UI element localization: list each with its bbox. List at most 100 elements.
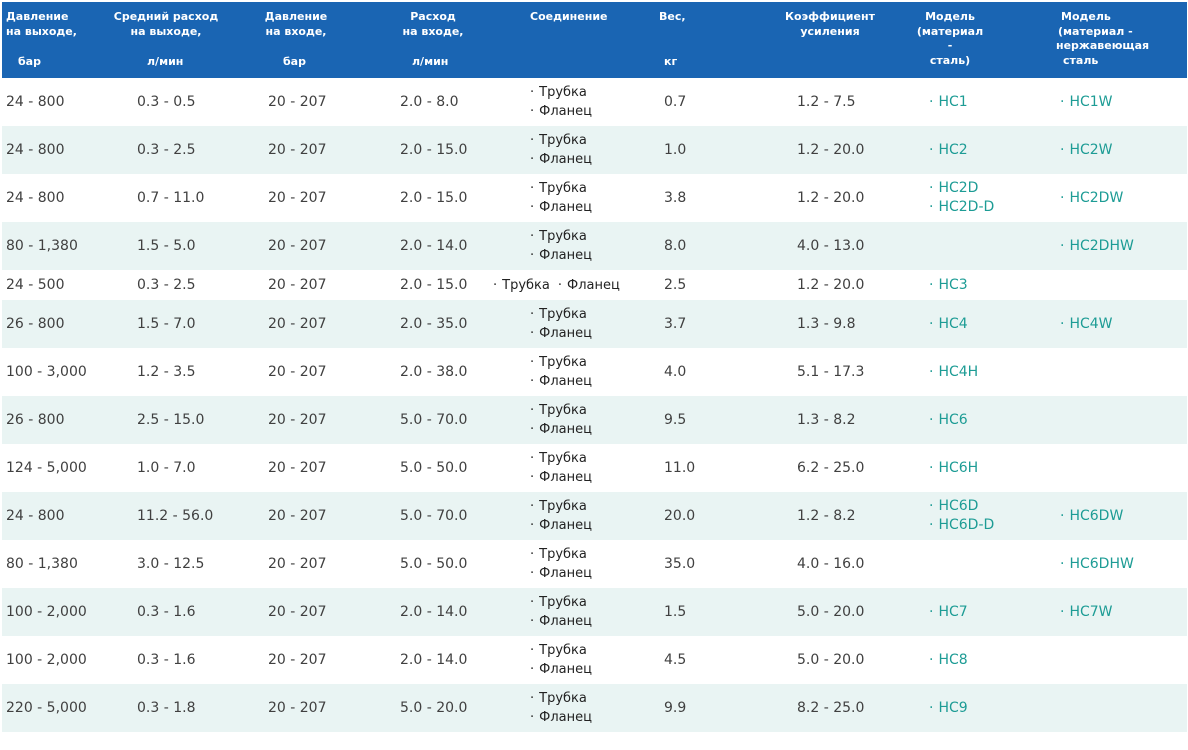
cell-model-steel: · HC6 [929,396,968,444]
model-link-hc4h[interactable]: · HC4H [929,363,978,382]
model-label: HC7 [938,603,968,620]
bullet-icon: · [929,199,934,215]
model-link-hc2[interactable]: · HC2 [929,141,968,160]
cell-in-pressure: 20 - 207 [268,556,327,572]
model-link-hc6h[interactable]: · HC6H [929,459,978,478]
cell-model-steel: · HC8 [929,636,968,684]
cell-out-pressure: 24 - 800 [6,142,65,158]
cell-model-stainless: · HC7W [1060,588,1113,636]
connection-label: Фланец [539,200,592,215]
header-in-pressure-line2: на входе, [265,24,327,38]
cell-model-stainless: · HC6DW [1060,492,1123,540]
model-link-hc1[interactable]: · HC1 [929,93,968,112]
cell-avg-flow: 0.7 - 11.0 [137,190,205,206]
bullet-icon: · [929,498,934,514]
cell-gain: 1.2 - 20.0 [797,190,865,206]
connection-label: Трубка [539,307,587,322]
cell-connection: · Трубка · Фланец [530,348,592,396]
cell-in-pressure: 20 - 207 [268,277,327,293]
cell-model-stainless: · HC4W [1060,300,1113,348]
cell-in-pressure: 20 - 207 [268,508,327,524]
cell-connection: · Трубка · Фланец [530,588,592,636]
cell-in-flow: 5.0 - 70.0 [400,412,468,428]
connection-label: Трубка [539,85,587,100]
table-body: 24 - 800 0.3 - 0.5 20 - 207 2.0 - 8.0 · Трубк… [2,78,1187,732]
model-link-hc3[interactable]: · HC3 [929,276,968,295]
connection-label: Фланец [567,277,620,293]
bullet-icon: · [929,459,934,476]
bullet-icon: · [1060,189,1065,206]
header-avg-flow-line2: на выходе, [130,24,202,38]
model-link-hc2d-d[interactable]: · HC2D-D [929,198,994,217]
connection-option: · Фланец [530,246,592,265]
cell-out-pressure: 24 - 500 [6,277,65,293]
bullet-icon: · [929,141,934,158]
cell-in-pressure: 20 - 207 [268,652,327,668]
bullet-icon: · [1060,237,1065,254]
model-link-hc6d[interactable]: · HC6D [929,497,978,516]
cell-weight: 4.5 [664,652,687,668]
model-link-hc7w[interactable]: · HC7W [1060,603,1113,622]
connection-label: Трубка [539,499,587,514]
connection-option: · Трубка [530,227,587,246]
model-label: HC6DHW [1069,555,1134,572]
header-gain: Коэффициент усиления [784,10,876,39]
model-link-hc6d-d[interactable]: · HC6D-D [929,516,994,535]
cell-in-flow: 2.0 - 15.0 [400,190,468,206]
table-header: Давление на выходе, бар Средний расход н… [2,2,1187,78]
connection-option: · Фланец [530,420,592,439]
cell-gain: 8.2 - 25.0 [797,700,865,716]
cell-gain: 1.2 - 8.2 [797,508,856,524]
model-link-hc8[interactable]: · HC8 [929,651,968,670]
header-avg-flow-line1: Средний расход [113,10,219,23]
table-row: 100 - 3,000 1.2 - 3.5 20 - 207 2.0 - 38.0 · Т… [2,348,1187,396]
cell-connection: · Трубка · Фланец [530,444,592,492]
bullet-icon: · [929,699,934,716]
cell-connection: · Трубка · Фланец [530,492,592,540]
cell-weight: 3.7 [664,316,687,332]
model-link-hc2d[interactable]: · HC2D [929,179,978,198]
cell-in-pressure: 20 - 207 [268,142,327,158]
model-link-hc2dhw[interactable]: · HC2DHW [1060,237,1134,256]
model-link-hc4[interactable]: · HC4 [929,315,968,334]
cell-gain: 1.3 - 8.2 [797,412,856,428]
model-link-hc7[interactable]: · HC7 [929,603,968,622]
connection-option: · Трубка [530,401,587,420]
table-row: 26 - 800 1.5 - 7.0 20 - 207 2.0 - 35.0 · Труб… [2,300,1187,348]
cell-weight: 8.0 [664,238,687,254]
model-link-hc2w[interactable]: · HC2W [1060,141,1113,160]
cell-weight: 3.8 [664,190,687,206]
connection-label: Трубка [539,595,587,610]
connection-option: · Трубка [530,83,587,102]
model-link-hc6[interactable]: · HC6 [929,411,968,430]
header-model-steel-line1: Модель [925,10,975,23]
model-link-hc6dhw[interactable]: · HC6DHW [1060,555,1134,574]
cell-in-flow: 2.0 - 8.0 [400,94,459,110]
cell-avg-flow: 0.3 - 2.5 [137,277,196,293]
connection-label: Фланец [539,710,592,725]
bullet-icon: · [530,710,535,725]
cell-connection: · Трубка · Фланец [530,684,592,732]
connection-label: Фланец [539,662,592,677]
cell-out-pressure: 100 - 2,000 [6,604,87,620]
connection-option: · Фланец [530,708,592,727]
connection-option: · Трубка [530,305,587,324]
model-link-hc6dw[interactable]: · HC6DW [1060,507,1123,526]
bullet-icon: · [530,181,535,196]
cell-model-stainless: · HC6DHW [1060,540,1134,588]
model-link-hc9[interactable]: · HC9 [929,699,968,718]
cell-model-steel: · HC7 [929,588,968,636]
bullet-icon: · [530,499,535,514]
header-gain-line2: усиления [800,24,860,38]
model-label: HC8 [938,651,968,668]
cell-out-pressure: 100 - 3,000 [6,364,87,380]
model-link-hc1w[interactable]: · HC1W [1060,93,1113,112]
connection-option: · Фланец [530,150,592,169]
table-row: 220 - 5,000 0.3 - 1.8 20 - 207 5.0 - 20.0 · Т… [2,684,1187,732]
connection-option: · Трубка [530,641,587,660]
cell-avg-flow: 0.3 - 2.5 [137,142,196,158]
cell-out-pressure: 26 - 800 [6,412,65,428]
model-link-hc4w[interactable]: · HC4W [1060,315,1113,334]
bullet-icon: · [530,518,535,533]
model-link-hc2dw[interactable]: · HC2DW [1060,189,1123,208]
